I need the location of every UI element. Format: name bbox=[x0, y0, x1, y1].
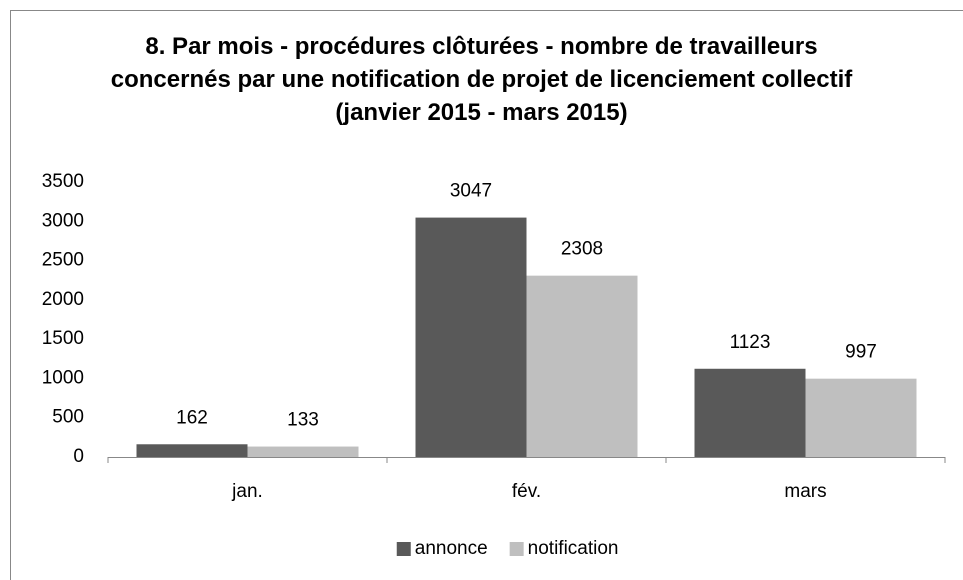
y-tick-label: 2000 bbox=[42, 289, 84, 310]
y-tick-label: 1000 bbox=[42, 367, 84, 388]
legend-swatch bbox=[396, 542, 411, 556]
y-tick-label: 500 bbox=[52, 407, 84, 428]
x-tick-label: mars bbox=[784, 481, 826, 502]
chart-title: 8. Par mois - procédures clôturées - nom… bbox=[110, 33, 853, 126]
bar bbox=[247, 446, 359, 457]
legend-label: annonce bbox=[415, 538, 488, 559]
y-tick-label: 3000 bbox=[42, 210, 84, 231]
y-tick-label: 3500 bbox=[42, 171, 84, 192]
value-label: 3047 bbox=[450, 181, 492, 202]
bar bbox=[694, 368, 806, 457]
bar bbox=[136, 444, 248, 457]
value-label: 1123 bbox=[730, 332, 771, 353]
y-tick-label: 0 bbox=[73, 446, 84, 467]
value-label: 2308 bbox=[561, 239, 603, 260]
y-tick-label: 1500 bbox=[42, 328, 84, 349]
y-tick-label: 2500 bbox=[42, 250, 84, 271]
value-label: 997 bbox=[845, 342, 877, 363]
bar bbox=[805, 378, 917, 457]
chart-border bbox=[10, 10, 963, 580]
bar bbox=[415, 217, 527, 457]
bar bbox=[526, 275, 638, 457]
value-label: 133 bbox=[287, 410, 319, 431]
value-label: 162 bbox=[176, 407, 208, 428]
legend-swatch bbox=[509, 542, 524, 556]
x-tick-label: jan. bbox=[231, 481, 263, 502]
legend-label: notification bbox=[528, 538, 619, 559]
x-tick-label: fév. bbox=[512, 481, 541, 502]
